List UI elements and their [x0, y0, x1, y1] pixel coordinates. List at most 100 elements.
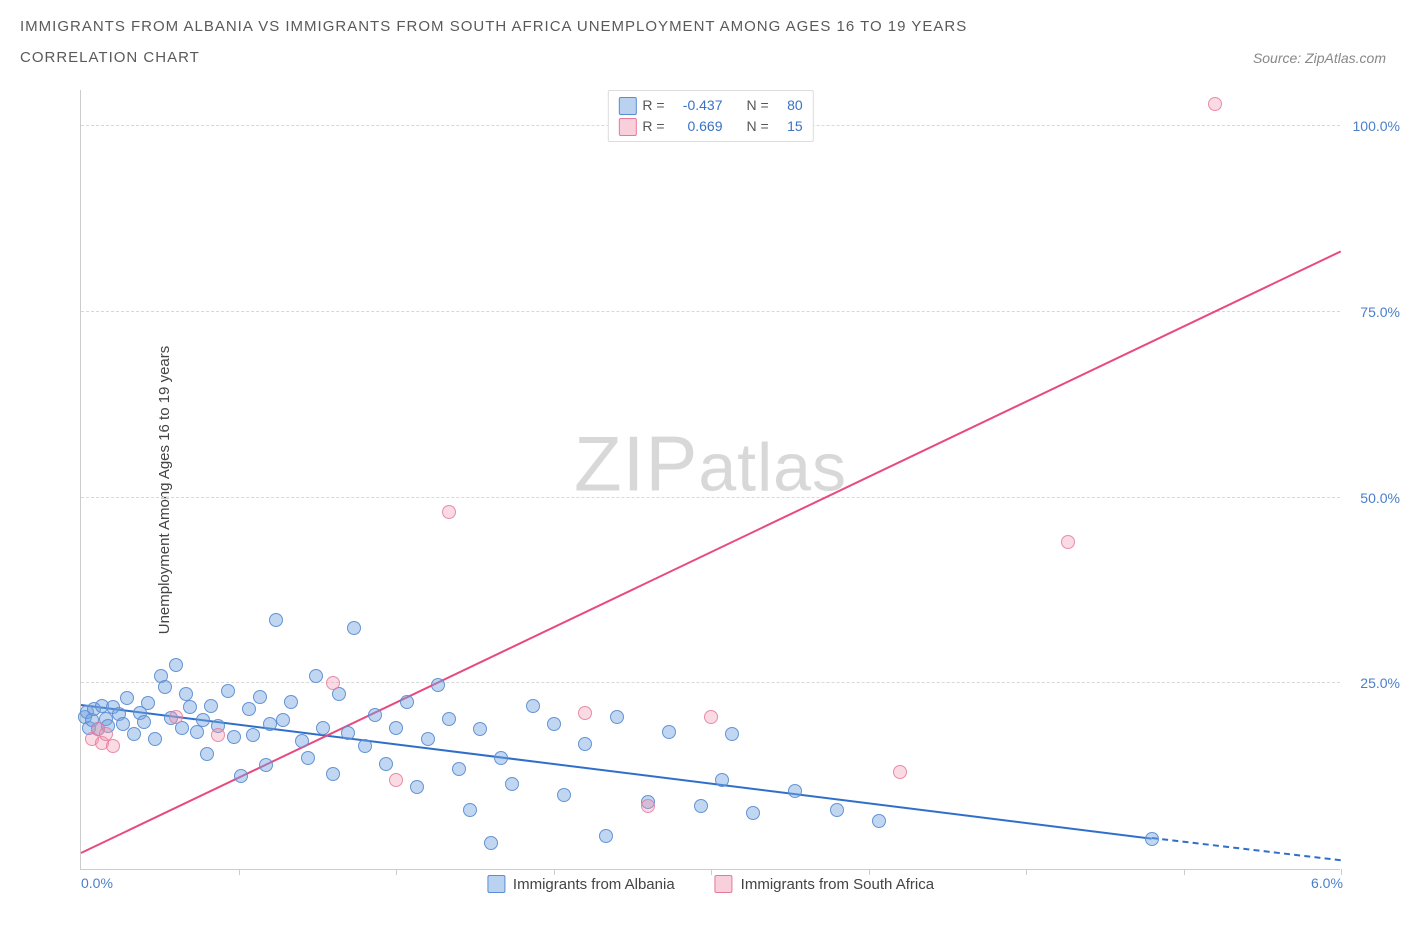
data-point: [158, 680, 172, 694]
data-point: [316, 721, 330, 735]
data-point: [368, 708, 382, 722]
data-point: [211, 728, 225, 742]
chart-header: IMMIGRANTS FROM ALBANIA VS IMMIGRANTS FR…: [0, 0, 1406, 66]
data-point: [725, 727, 739, 741]
gridline: [81, 311, 1340, 312]
x-tick: [711, 869, 712, 875]
swatch-icon: [715, 875, 733, 893]
data-point: [893, 765, 907, 779]
data-point: [196, 713, 210, 727]
gridline: [81, 497, 1340, 498]
x-tick: [1184, 869, 1185, 875]
data-point: [120, 691, 134, 705]
data-point: [183, 700, 197, 714]
swatch-icon: [487, 875, 505, 893]
data-point: [137, 715, 151, 729]
legend-bottom: Immigrants from Albania Immigrants from …: [487, 875, 934, 893]
data-point: [442, 712, 456, 726]
data-point: [379, 757, 393, 771]
data-point: [788, 784, 802, 798]
source-label: Source: ZipAtlas.com: [1253, 50, 1386, 66]
data-point: [358, 739, 372, 753]
data-point: [400, 695, 414, 709]
data-point: [1061, 535, 1075, 549]
data-point: [610, 710, 624, 724]
data-point: [463, 803, 477, 817]
data-point: [347, 621, 361, 635]
y-tick-label: 50.0%: [1360, 490, 1400, 506]
data-point: [547, 717, 561, 731]
plot-area: ZIPatlas R = -0.437 N = 80 R = 0.669 N =…: [80, 90, 1340, 870]
data-point: [830, 803, 844, 817]
x-tick: [396, 869, 397, 875]
data-point: [599, 829, 613, 843]
x-axis-label: 0.0%: [81, 875, 113, 891]
data-point: [494, 751, 508, 765]
data-point: [309, 669, 323, 683]
data-point: [1145, 832, 1159, 846]
title-line-2: CORRELATION CHART: [20, 49, 200, 66]
data-point: [200, 747, 214, 761]
swatch-icon: [618, 97, 636, 115]
data-point: [715, 773, 729, 787]
legend-item-south-africa: Immigrants from South Africa: [715, 875, 934, 893]
data-point: [269, 613, 283, 627]
data-point: [141, 696, 155, 710]
data-point: [301, 751, 315, 765]
data-point: [578, 737, 592, 751]
data-point: [746, 806, 760, 820]
data-point: [505, 777, 519, 791]
data-point: [452, 762, 466, 776]
x-tick: [869, 869, 870, 875]
x-tick: [239, 869, 240, 875]
data-point: [410, 780, 424, 794]
data-point: [234, 769, 248, 783]
data-point: [704, 710, 718, 724]
data-point: [221, 684, 235, 698]
data-point: [169, 658, 183, 672]
y-tick-label: 25.0%: [1360, 675, 1400, 691]
data-point: [284, 695, 298, 709]
data-point: [484, 836, 498, 850]
data-point: [341, 726, 355, 740]
title-line-1: IMMIGRANTS FROM ALBANIA VS IMMIGRANTS FR…: [20, 18, 1386, 35]
data-point: [276, 713, 290, 727]
data-point: [389, 773, 403, 787]
data-point: [295, 734, 309, 748]
legend-stats-row-albania: R = -0.437 N = 80: [618, 95, 802, 116]
chart-container: Unemployment Among Ages 16 to 19 years Z…: [60, 90, 1380, 890]
x-axis-label: 6.0%: [1311, 875, 1343, 891]
data-point: [227, 730, 241, 744]
data-point: [641, 799, 655, 813]
data-point: [253, 690, 267, 704]
data-point: [389, 721, 403, 735]
x-tick: [554, 869, 555, 875]
legend-stats-row-south-africa: R = 0.669 N = 15: [618, 116, 802, 137]
legend-item-albania: Immigrants from Albania: [487, 875, 675, 893]
swatch-icon: [618, 118, 636, 136]
data-point: [694, 799, 708, 813]
trend-line: [1152, 837, 1341, 861]
data-point: [421, 732, 435, 746]
y-tick-label: 100.0%: [1353, 118, 1400, 134]
data-point: [442, 505, 456, 519]
legend-stats-box: R = -0.437 N = 80 R = 0.669 N = 15: [607, 90, 813, 142]
data-point: [578, 706, 592, 720]
data-point: [127, 727, 141, 741]
data-point: [204, 699, 218, 713]
data-point: [148, 732, 162, 746]
data-point: [431, 678, 445, 692]
data-point: [242, 702, 256, 716]
data-point: [246, 728, 260, 742]
data-point: [872, 814, 886, 828]
data-point: [326, 676, 340, 690]
x-tick: [1026, 869, 1027, 875]
data-point: [557, 788, 571, 802]
gridline: [81, 682, 1340, 683]
data-point: [106, 739, 120, 753]
data-point: [662, 725, 676, 739]
data-point: [259, 758, 273, 772]
data-point: [526, 699, 540, 713]
data-point: [1208, 97, 1222, 111]
data-point: [473, 722, 487, 736]
